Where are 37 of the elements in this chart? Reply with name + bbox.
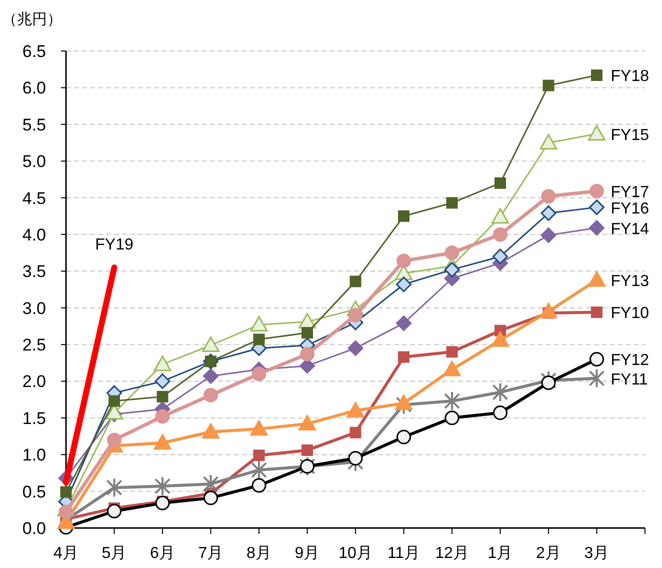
y-tick-label: 2.0 — [22, 372, 46, 392]
x-tick-label: 10月 — [338, 545, 372, 562]
series-label: FY14 — [610, 220, 650, 238]
x-tick-label: 5月 — [102, 545, 127, 562]
series-label: FY13 — [610, 272, 650, 290]
y-tick-label: 3.0 — [22, 298, 46, 318]
x-tick-label: 3月 — [584, 545, 610, 562]
series-label: FY18 — [610, 68, 650, 86]
series-label: FY15 — [610, 126, 650, 144]
x-tick-label: 6月 — [150, 545, 175, 562]
y-tick-label: 6.5 — [22, 42, 46, 61]
series-label: FY11 — [610, 371, 648, 388]
y-tick-label: 3.5 — [22, 262, 46, 282]
series-label: FY16 — [610, 200, 650, 218]
x-tick-label: 1月 — [488, 545, 513, 562]
x-tick-label: 4月 — [54, 545, 78, 562]
x-tick-label: 12月 — [435, 545, 469, 562]
x-tick-label: 2月 — [536, 545, 561, 562]
x-tick-label: 11月 — [387, 545, 420, 562]
y-tick-label: 0.5 — [22, 482, 46, 502]
x-tick-label: 9月 — [294, 545, 320, 562]
y-tick-label: 6.0 — [22, 78, 46, 98]
x-tick-label: 8月 — [246, 545, 272, 562]
y-tick-label: 1.5 — [22, 408, 46, 428]
y-axis-title: （兆円） — [2, 11, 62, 28]
y-tick-label: 4.0 — [22, 225, 46, 244]
y-tick-label: 5.5 — [22, 115, 46, 134]
series-label: FY10 — [610, 305, 650, 322]
series-label: FY12 — [610, 352, 650, 370]
y-tick-label: 4.5 — [22, 188, 46, 208]
series-label: FY17 — [610, 184, 650, 202]
series-label: FY19 — [95, 236, 134, 254]
y-tick-label: 2.5 — [22, 336, 46, 355]
y-tick-label: 5.0 — [22, 152, 46, 172]
x-tick-label: 7月 — [198, 545, 224, 562]
y-tick-label: 0.0 — [22, 519, 46, 538]
y-tick-label: 1.0 — [22, 446, 46, 465]
